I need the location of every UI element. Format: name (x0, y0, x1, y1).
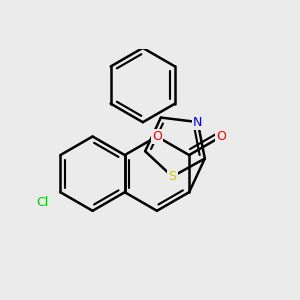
Text: Cl: Cl (37, 196, 49, 209)
Text: O: O (152, 130, 162, 143)
Text: S: S (168, 170, 176, 183)
Text: N: N (193, 116, 202, 129)
Text: O: O (216, 130, 226, 143)
